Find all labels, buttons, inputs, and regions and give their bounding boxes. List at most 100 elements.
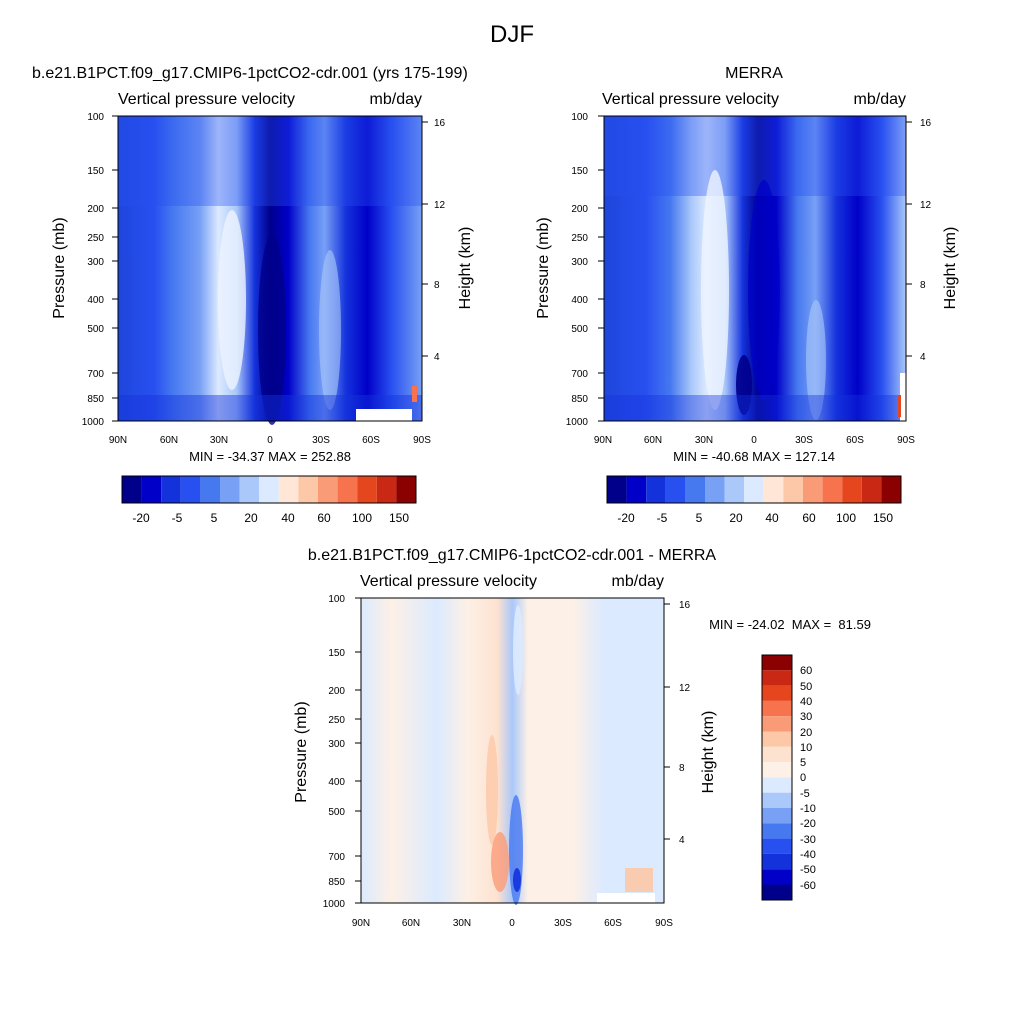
panel-diff-ptick-100: 100 — [328, 594, 345, 605]
panel-diff-htick-4: 4 — [679, 835, 685, 846]
cb3-swatch-11 — [762, 808, 792, 824]
panel-diff-positive-lobe-lower — [491, 832, 509, 892]
panel-obs-ptick-500: 500 — [571, 324, 588, 335]
panel-model-upper-band — [118, 116, 422, 206]
cb3-swatch-1 — [762, 655, 792, 671]
panel-diff-title: b.e21.B1PCT.f09_g17.CMIP6-1pctCO2-cdr.00… — [308, 547, 717, 564]
panel-diff-y2-axis-title: Height (km) — [700, 711, 717, 794]
cb2-label: 40 — [765, 511, 779, 525]
panel-diff-lat-90n: 90N — [352, 918, 370, 929]
cb3-label: -60 — [800, 880, 816, 892]
panel-model-lat-60n: 60N — [160, 435, 178, 446]
panel-model-subsidence-lobe — [218, 210, 246, 390]
cb2-label: 60 — [802, 511, 816, 525]
panel-diff-antarctic-spot — [625, 868, 653, 892]
panel-obs-antarctic-spot — [898, 395, 901, 417]
cb2-swatch-11 — [803, 476, 823, 503]
cb1-label: 20 — [244, 511, 258, 525]
panel-obs-units-label: mb/day — [854, 91, 906, 108]
panel-model-lat-30s: 30S — [312, 435, 330, 446]
panel-obs-lat-30n: 30N — [695, 435, 713, 446]
panel-model-ptick-500: 500 — [87, 324, 104, 335]
cb1-swatch-5 — [200, 476, 220, 503]
panel-model-lat-90s: 90S — [413, 435, 431, 446]
panel-obs-frame — [603, 115, 907, 422]
cb3-swatch-5 — [762, 716, 792, 732]
panel-model-htick-16: 16 — [434, 118, 446, 129]
cb1-label: -20 — [132, 511, 150, 525]
cb3-label: 30 — [800, 711, 812, 723]
cb3-swatch-14 — [762, 853, 792, 870]
cb3-swatch-8 — [762, 762, 792, 778]
panel-model-htick-4: 4 — [434, 352, 440, 363]
panel-model-ptick-100: 100 — [87, 112, 104, 123]
cb3-label: -20 — [800, 818, 816, 830]
panel-obs-y2-axis-title: Height (km) — [942, 227, 959, 310]
panel-obs-plot-area — [603, 115, 907, 422]
cb1-label: -5 — [172, 511, 183, 525]
cb2-swatch-4 — [665, 476, 686, 503]
panel-diff-lat-30n: 30N — [453, 918, 471, 929]
panel-model-ptick-400: 400 — [87, 295, 104, 306]
cb3-swatch-16 — [762, 884, 792, 900]
panel-obs-upper-band — [604, 116, 906, 196]
cb2-label: 5 — [696, 511, 703, 525]
panel-model-plot-area — [117, 115, 423, 425]
cb2-labels: -20 -5 5 20 40 60 100 150 — [617, 511, 893, 525]
cb1-swatch-13 — [357, 476, 377, 503]
panel-diff-ptick-850: 850 — [328, 877, 345, 888]
cb3-swatch-6 — [762, 731, 792, 747]
panel-model-ptick-200: 200 — [87, 204, 104, 215]
panel-diff-lat-0: 0 — [509, 918, 515, 929]
panel-model-title: b.e21.B1PCT.f09_g17.CMIP6-1pctCO2-cdr.00… — [32, 65, 468, 82]
panel-model-southern-lobe — [319, 250, 341, 410]
cb3-swatch-4 — [762, 700, 792, 717]
panel-obs-ptick-400: 400 — [571, 295, 588, 306]
panel-model-lat-ticks: 90N 60N 30N 0 30S 60S 90S — [109, 435, 431, 446]
panel-obs-stats: MIN = -40.68 MAX = 127.14 — [673, 449, 835, 464]
panel-model-ptick-150: 150 — [87, 166, 104, 177]
panel-model-variable-label: Vertical pressure velocity — [118, 91, 295, 108]
panel-model-y2-axis-title: Height (km) — [457, 227, 474, 310]
panel-obs-lat-0: 0 — [751, 435, 757, 446]
cb2-swatch-7 — [724, 476, 745, 503]
panel-diff-lat-60s: 60S — [604, 918, 622, 929]
panel-diff-positive-lobe-upper — [486, 735, 498, 845]
cb3-label: 50 — [800, 681, 812, 693]
panel-diff-colorbar: 60 50 40 30 20 10 5 0 -5 -10 -20 -30 -40… — [761, 654, 816, 901]
panel-model-ptick-250: 250 — [87, 233, 104, 244]
cb3-label: -50 — [800, 864, 816, 876]
cb2-swatch-14 — [861, 476, 882, 503]
cb2-label: -20 — [617, 511, 635, 525]
panel-model-antarctic-spot — [412, 386, 417, 402]
cb2-swatch-2 — [626, 476, 647, 503]
panel-diff-plot-area — [360, 597, 665, 905]
cb1-label: 5 — [211, 511, 218, 525]
panel-model-lat-60s: 60S — [362, 435, 380, 446]
panel-diff-lat-90s: 90S — [655, 918, 673, 929]
panel-obs-lat-90n: 90N — [594, 435, 612, 446]
cb2-swatch-5 — [685, 476, 705, 503]
cb1-label: 150 — [389, 511, 409, 525]
cb2-label: 150 — [873, 511, 893, 525]
panel-model-colorbar: -20 -5 5 20 40 60 100 150 — [121, 475, 417, 525]
panel-diff-ptick-200: 200 — [328, 686, 345, 697]
panel-diff-negative-deep — [513, 868, 521, 892]
panel-model-antarctic-gap — [356, 409, 412, 421]
panel-obs-height-ticks: 16 12 8 4 — [906, 118, 932, 363]
panel-obs-title: MERRA — [725, 65, 783, 82]
cb2-swatch-12 — [822, 476, 843, 503]
cb1-swatch-10 — [298, 476, 318, 503]
cb3-frame — [761, 654, 793, 901]
panel-obs-ptick-100: 100 — [571, 112, 588, 123]
cb3-label: -10 — [800, 803, 816, 815]
panel-model-frame — [117, 115, 423, 422]
panel-model-ptick-850: 850 — [87, 394, 104, 405]
cb3-label: 60 — [800, 665, 812, 677]
panel-obs-lat-90s: 90S — [897, 435, 915, 446]
cb1-frame — [121, 475, 417, 504]
panel-diff-ptick-500: 500 — [328, 807, 345, 818]
panel-obs-pressure-ticks: 100 150 200 250 300 400 500 700 850 1000 — [566, 112, 604, 428]
cb1-swatch-9 — [278, 476, 299, 503]
